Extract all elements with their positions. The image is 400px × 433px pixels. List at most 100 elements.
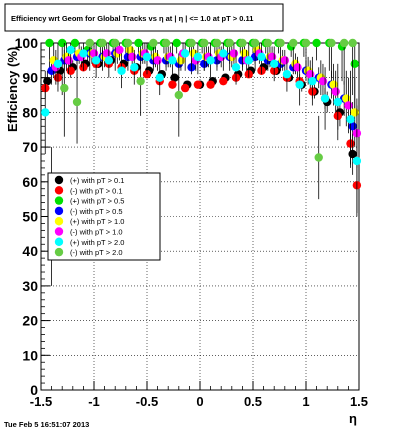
data-point <box>41 108 50 117</box>
data-point <box>134 38 143 48</box>
data-point <box>276 38 285 48</box>
y-tick-label: 30 <box>22 278 38 294</box>
legend-marker <box>54 227 64 236</box>
y-tick-label: 90 <box>22 70 38 86</box>
data-point <box>352 156 362 166</box>
y-tick-label: 80 <box>22 104 38 120</box>
chart-title-box: Efficiency wrt Geom for Global Tracks vs… <box>4 3 284 32</box>
data-point <box>85 38 94 48</box>
data-point <box>257 52 266 62</box>
data-point <box>308 76 317 86</box>
data-point <box>229 49 239 58</box>
y-tick-label: 100 <box>15 35 39 51</box>
data-point <box>219 76 228 86</box>
legend-label: (-) with pT > 2.0 <box>70 248 123 257</box>
data-point <box>161 38 171 48</box>
data-point <box>282 70 292 79</box>
data-point <box>212 38 222 48</box>
data-point <box>327 38 336 48</box>
data-point <box>348 149 357 159</box>
data-point <box>333 97 342 107</box>
data-point <box>136 76 145 86</box>
data-point <box>130 63 139 72</box>
y-tick-label: 10 <box>22 347 38 363</box>
legend-marker <box>54 217 64 226</box>
data-point <box>206 56 215 65</box>
legend-label: (+) with pT > 1.0 <box>70 217 124 226</box>
data-point <box>104 56 114 65</box>
legend-label: (+) with pT > 0.1 <box>70 176 124 185</box>
data-point <box>350 108 359 117</box>
x-tick-label: 1 <box>302 394 309 409</box>
data-point <box>346 115 355 124</box>
y-tick-label: 60 <box>22 174 38 190</box>
data-point <box>280 56 289 65</box>
legend-marker <box>54 175 64 185</box>
data-point <box>244 56 253 65</box>
x-tick-label: 1.5 <box>350 394 368 409</box>
data-point <box>53 59 63 69</box>
data-point <box>206 80 215 89</box>
data-point <box>70 38 80 48</box>
data-point <box>174 90 183 100</box>
data-point <box>72 97 82 107</box>
data-point <box>289 38 298 48</box>
x-tick-label: -1.5 <box>30 394 52 409</box>
data-point <box>331 87 340 96</box>
legend: (+) with pT > 0.1(-) with pT > 0.1 (+) wi… <box>47 172 161 261</box>
data-point <box>339 38 349 48</box>
x-tick-label: -1 <box>88 394 100 409</box>
data-point <box>293 63 302 72</box>
legend-marker <box>54 186 64 195</box>
x-tick-label: 0 <box>196 394 203 409</box>
data-point <box>295 80 304 89</box>
data-point <box>142 52 152 62</box>
y-tick-label: 40 <box>22 243 38 259</box>
data-point <box>250 38 260 48</box>
data-point <box>153 56 162 65</box>
legend-label: (-) with pT > 0.1 <box>70 186 123 195</box>
data-point <box>168 56 177 65</box>
y-tick-label: 0 <box>30 382 38 398</box>
data-point <box>180 83 190 93</box>
data-point <box>320 94 330 103</box>
data-point <box>312 38 321 48</box>
y-tick-label: 20 <box>22 313 38 329</box>
data-point <box>142 70 152 79</box>
data-point <box>200 38 209 48</box>
data-point <box>344 101 353 110</box>
data-point <box>149 38 158 48</box>
data-point <box>180 49 190 58</box>
data-point <box>98 38 107 48</box>
x-axis: -1.5 -1 -0.5 0 0.5 1 1.5 <box>30 381 368 409</box>
legend-label: (-) with pT > 0.5 <box>70 207 123 216</box>
data-point <box>238 38 247 48</box>
legend-marker <box>54 247 64 257</box>
legend-marker <box>54 196 64 205</box>
data-point <box>231 63 241 72</box>
data-point <box>127 52 137 62</box>
data-point <box>270 59 279 69</box>
legend-label: (+) with pT > 0.5 <box>70 197 124 206</box>
series-6 <box>41 43 362 217</box>
x-tick-label: 0.5 <box>244 394 262 409</box>
data-point <box>58 38 67 48</box>
data-point <box>263 38 273 48</box>
chart-title: Efficiency wrt Geom for Global Tracks vs… <box>11 14 253 23</box>
data-point <box>123 38 133 48</box>
footer-timestamp: Tue Feb 5 16:51:07 2013 <box>4 420 89 429</box>
data-point <box>115 45 124 55</box>
x-tick-label: -0.5 <box>136 394 158 409</box>
data-point <box>91 56 101 65</box>
y-axis-label: Efficiency (%) <box>5 47 20 132</box>
data-point <box>187 38 196 48</box>
data-point <box>79 49 88 58</box>
data-point <box>318 76 328 86</box>
data-point <box>225 38 234 48</box>
legend-marker <box>54 237 64 246</box>
data-point <box>193 80 203 89</box>
legend-marker <box>54 206 64 216</box>
x-axis-label: η <box>349 411 357 426</box>
data-point <box>219 49 228 58</box>
